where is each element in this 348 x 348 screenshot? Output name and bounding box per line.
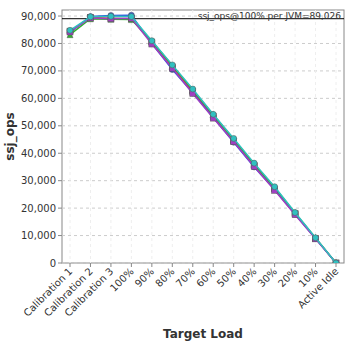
tick-mark [58, 153, 62, 154]
series-line [70, 15, 336, 263]
marker [87, 14, 93, 20]
tick-label: 10,000 [21, 230, 56, 241]
tick-label: 80,000 [21, 38, 56, 49]
grid-line [110, 10, 111, 263]
grid-line [62, 98, 344, 99]
marker [210, 111, 216, 117]
tick-label: 80% [153, 266, 177, 290]
marker [108, 12, 114, 18]
marker [313, 235, 319, 241]
tick-mark [172, 263, 173, 267]
annotation: ssj_ops@100% per JVM=89,026 [198, 11, 342, 21]
grid-line [295, 10, 296, 263]
marker [108, 13, 114, 19]
tick-mark [315, 263, 316, 267]
tick-mark [58, 70, 62, 71]
tick-mark [90, 263, 91, 267]
grid-line [62, 235, 344, 236]
tick-label: 90% [133, 266, 157, 290]
grid-line [70, 10, 71, 263]
tick-mark [58, 16, 62, 17]
grid-line [62, 43, 344, 44]
tick-mark [70, 263, 71, 267]
tick-label: 70,000 [21, 65, 56, 76]
tick-mark [131, 263, 132, 267]
tick-mark [58, 263, 62, 264]
chart: 0 10,000 20,000 30,000 40,000 50,000 60,000 70,… [0, 0, 348, 348]
marker [149, 38, 155, 44]
marker [67, 28, 73, 34]
grid-line [213, 10, 214, 263]
grid-line [315, 10, 316, 263]
grid-line [62, 153, 344, 154]
marker [231, 135, 237, 141]
marker [128, 14, 134, 20]
tick-mark [58, 98, 62, 99]
tick-label: 70% [174, 266, 198, 290]
axis-title: Target Load [163, 327, 243, 341]
grid-line [336, 10, 337, 263]
series-line [70, 17, 336, 263]
grid-line [62, 180, 344, 181]
marker [272, 184, 278, 190]
tick-mark [58, 235, 62, 236]
marker [87, 14, 93, 20]
tick-mark [151, 263, 152, 267]
plot-area [62, 12, 344, 263]
series-line [70, 19, 336, 263]
tick-label: 100% [108, 266, 136, 294]
tick-mark [58, 125, 62, 126]
axis-title: ssj_ops [3, 112, 18, 160]
tick-label: 30% [256, 266, 280, 290]
tick-mark [336, 263, 337, 267]
tick-label: 40,000 [21, 148, 56, 159]
grid-line [131, 10, 132, 263]
tick-label: 20% [276, 266, 300, 290]
tick-mark [274, 263, 275, 267]
grid-line [172, 10, 173, 263]
marker [67, 27, 73, 33]
marker [292, 210, 298, 216]
marker [190, 86, 196, 92]
marker [251, 160, 257, 166]
tick-mark [254, 263, 255, 267]
tick-mark [192, 263, 193, 267]
tick-mark [110, 263, 111, 267]
tick-label: 40% [235, 266, 259, 290]
grid-line [62, 263, 344, 264]
grid-line [151, 10, 152, 263]
tick-label: 30,000 [21, 175, 56, 186]
tick-label: 0 [50, 258, 56, 269]
tick-label: 50,000 [21, 120, 56, 131]
tick-label: Active Idle [296, 266, 341, 311]
series-line [70, 18, 336, 263]
grid-line [62, 70, 344, 71]
marker [333, 260, 339, 263]
tick-label: 60,000 [21, 93, 56, 104]
series-line [70, 16, 336, 263]
tick-mark [295, 263, 296, 267]
grid-line [254, 10, 255, 263]
tick-label: 60% [194, 266, 218, 290]
tick-mark [213, 263, 214, 267]
tick-label: 50% [215, 266, 239, 290]
grid-line [90, 10, 91, 263]
grid-line [192, 10, 193, 263]
grid-line [62, 208, 344, 209]
marker [313, 235, 319, 242]
tick-mark [58, 208, 62, 209]
grid-line [274, 10, 275, 263]
marker [87, 14, 93, 20]
tick-label: Calibration 3 [62, 266, 115, 319]
grid-line [62, 125, 344, 126]
tick-mark [58, 43, 62, 44]
tick-mark [233, 263, 234, 267]
tick-mark [58, 180, 62, 181]
plot-frame [62, 10, 344, 263]
tick-label: 20,000 [21, 203, 56, 214]
tick-label: 90,000 [21, 11, 56, 22]
marker [169, 62, 175, 68]
